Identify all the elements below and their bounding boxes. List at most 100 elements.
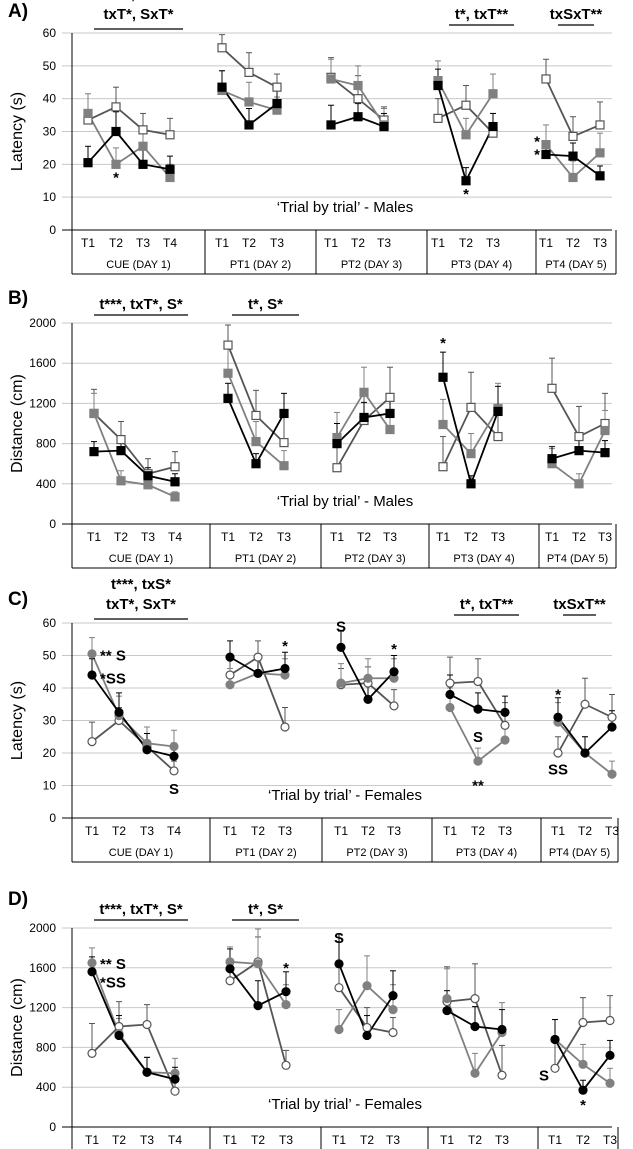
data-point xyxy=(169,751,179,761)
data-point xyxy=(500,720,510,730)
x-tick-label: T2 xyxy=(468,1133,482,1147)
x-tick-label: T3 xyxy=(279,1133,293,1147)
group-label: CUE (DAY 1) xyxy=(106,259,170,271)
data-point xyxy=(359,412,369,423)
data-point xyxy=(541,74,551,84)
significance-marker: S xyxy=(473,729,483,746)
data-point xyxy=(281,987,291,997)
x-tick-label: T1 xyxy=(85,1133,99,1147)
data-point xyxy=(87,649,97,659)
data-point xyxy=(279,408,289,419)
x-tick-label: T3 xyxy=(136,236,150,250)
data-point xyxy=(470,1068,480,1078)
group-label: PT1 (DAY 2) xyxy=(230,259,291,271)
data-point xyxy=(550,1063,560,1073)
data-point xyxy=(600,425,610,436)
data-point xyxy=(169,766,179,776)
data-point xyxy=(89,447,99,457)
data-point xyxy=(553,748,563,758)
x-tick-label: T1 xyxy=(545,530,559,544)
x-tick-label: T1 xyxy=(440,1133,454,1147)
significance-annotation: txT*, SxT* xyxy=(103,6,173,23)
data-point xyxy=(225,670,235,680)
data-point xyxy=(461,130,471,140)
significance-marker: * xyxy=(555,687,561,704)
x-tick-label: T2 xyxy=(459,236,473,250)
significance-marker: S xyxy=(539,1067,549,1084)
x-tick-label: T2 xyxy=(471,824,485,838)
data-point xyxy=(170,1074,180,1084)
data-point xyxy=(605,1078,615,1088)
data-point xyxy=(223,368,233,378)
data-point xyxy=(438,419,448,430)
series-line xyxy=(91,971,176,1081)
data-point xyxy=(578,1085,588,1095)
significance-marker: * xyxy=(534,146,540,163)
data-point xyxy=(280,722,290,732)
x-tick-label: T1 xyxy=(221,530,235,544)
data-point xyxy=(217,43,227,53)
data-point xyxy=(114,1030,124,1041)
significance-marker: SS xyxy=(548,761,568,778)
data-point xyxy=(600,448,610,458)
y-tick-label: 1600 xyxy=(29,961,56,975)
series-line xyxy=(91,1023,176,1092)
data-point xyxy=(143,471,153,481)
y-tick-label: 1200 xyxy=(29,396,56,410)
data-point xyxy=(334,959,344,969)
data-point xyxy=(253,1001,263,1011)
data-point xyxy=(595,148,605,158)
data-point xyxy=(385,392,395,402)
y-tick-label: 2000 xyxy=(29,316,56,330)
data-point xyxy=(497,1070,507,1080)
data-point xyxy=(223,393,233,403)
data-point xyxy=(279,437,289,448)
series-line xyxy=(91,674,175,758)
data-point xyxy=(461,100,471,110)
data-point xyxy=(116,476,126,486)
data-point xyxy=(280,663,290,674)
chart-subtitle: ‘Trial by trial’ - Males xyxy=(277,199,413,216)
data-point xyxy=(473,704,483,714)
y-tick-label: 40 xyxy=(43,681,57,695)
series-line xyxy=(93,449,176,483)
x-tick-label: T2 xyxy=(251,1133,265,1147)
data-point xyxy=(165,130,175,140)
y-tick-label: 0 xyxy=(49,517,56,531)
data-point xyxy=(326,74,336,84)
y-tick-label: 30 xyxy=(43,125,57,139)
chart-subtitle: ‘Trial by trial’ - Males xyxy=(277,493,413,510)
y-tick-label: 40 xyxy=(43,92,57,106)
data-point xyxy=(379,121,389,132)
x-tick-label: T1 xyxy=(431,236,445,250)
data-point xyxy=(442,1005,452,1016)
x-tick-label: T2 xyxy=(249,530,263,544)
significance-annotation: t*, txT** xyxy=(460,596,514,613)
significance-annotation: t***, txS* xyxy=(111,576,171,593)
significance-annotation: t*, S* xyxy=(248,901,283,918)
data-point xyxy=(445,689,455,700)
data-point xyxy=(353,112,363,122)
series-line xyxy=(91,719,175,772)
data-point xyxy=(488,121,498,132)
data-point xyxy=(438,372,448,382)
series-line xyxy=(91,653,175,748)
x-tick-label: T1 xyxy=(551,824,565,838)
x-tick-label: T3 xyxy=(486,236,500,250)
x-tick-label: T3 xyxy=(277,530,291,544)
x-tick-label: T1 xyxy=(332,1133,346,1147)
data-point xyxy=(362,1030,372,1041)
data-point xyxy=(433,113,443,123)
data-point xyxy=(466,479,476,489)
data-point xyxy=(385,424,395,435)
data-point xyxy=(553,712,563,722)
y-tick-label: 2000 xyxy=(29,921,56,935)
group-label: PT3 (DAY 4) xyxy=(456,847,517,859)
data-point xyxy=(580,748,590,758)
x-tick-label: T1 xyxy=(223,824,237,838)
significance-marker: * xyxy=(391,641,397,658)
x-tick-label: T4 xyxy=(167,824,181,838)
x-tick-label: T1 xyxy=(548,1133,562,1147)
